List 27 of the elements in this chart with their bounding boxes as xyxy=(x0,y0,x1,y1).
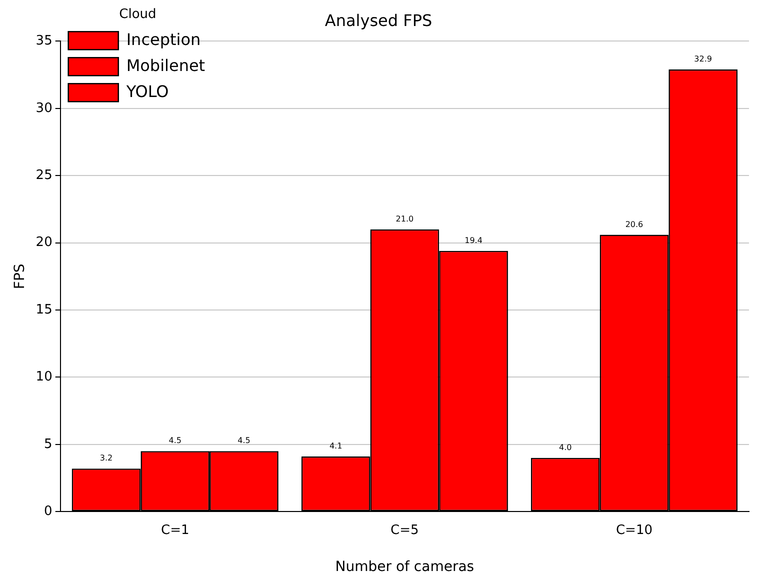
data-label: 32.9 xyxy=(694,54,712,64)
legend-label: Mobilenet xyxy=(126,56,206,75)
data-label: 21.0 xyxy=(396,214,414,224)
data-label: 4.0 xyxy=(558,442,572,452)
y-tick-label: 25 xyxy=(36,168,52,183)
data-label: 3.2 xyxy=(100,454,113,463)
legend-title: Cloud xyxy=(119,6,156,22)
legend-label: YOLO xyxy=(125,82,169,101)
y-tick-label: 30 xyxy=(36,100,52,116)
legend-label: Inception xyxy=(126,30,201,49)
data-label: 19.4 xyxy=(464,236,482,245)
y-tick-label: 10 xyxy=(36,370,52,385)
data-label: 20.6 xyxy=(625,220,644,229)
data-label: 4.1 xyxy=(329,442,342,451)
y-tick-label: 0 xyxy=(44,504,52,519)
y-tick-label: 15 xyxy=(36,302,52,318)
data-label: 4.5 xyxy=(238,436,250,446)
y-tick-label: 5 xyxy=(44,436,52,452)
x-tick-label: C=1 xyxy=(160,522,190,538)
x-axis-title: Number of cameras xyxy=(335,559,474,576)
y-tick-label: 35 xyxy=(36,34,52,49)
x-tick-label: C=10 xyxy=(616,522,652,538)
y-axis-title: FPS xyxy=(12,264,28,290)
x-tick-label: C=5 xyxy=(390,522,419,538)
data-label: 4.5 xyxy=(168,436,182,446)
chart-title: Analysed FPS xyxy=(324,10,432,30)
y-tick-label: 20 xyxy=(36,235,52,250)
